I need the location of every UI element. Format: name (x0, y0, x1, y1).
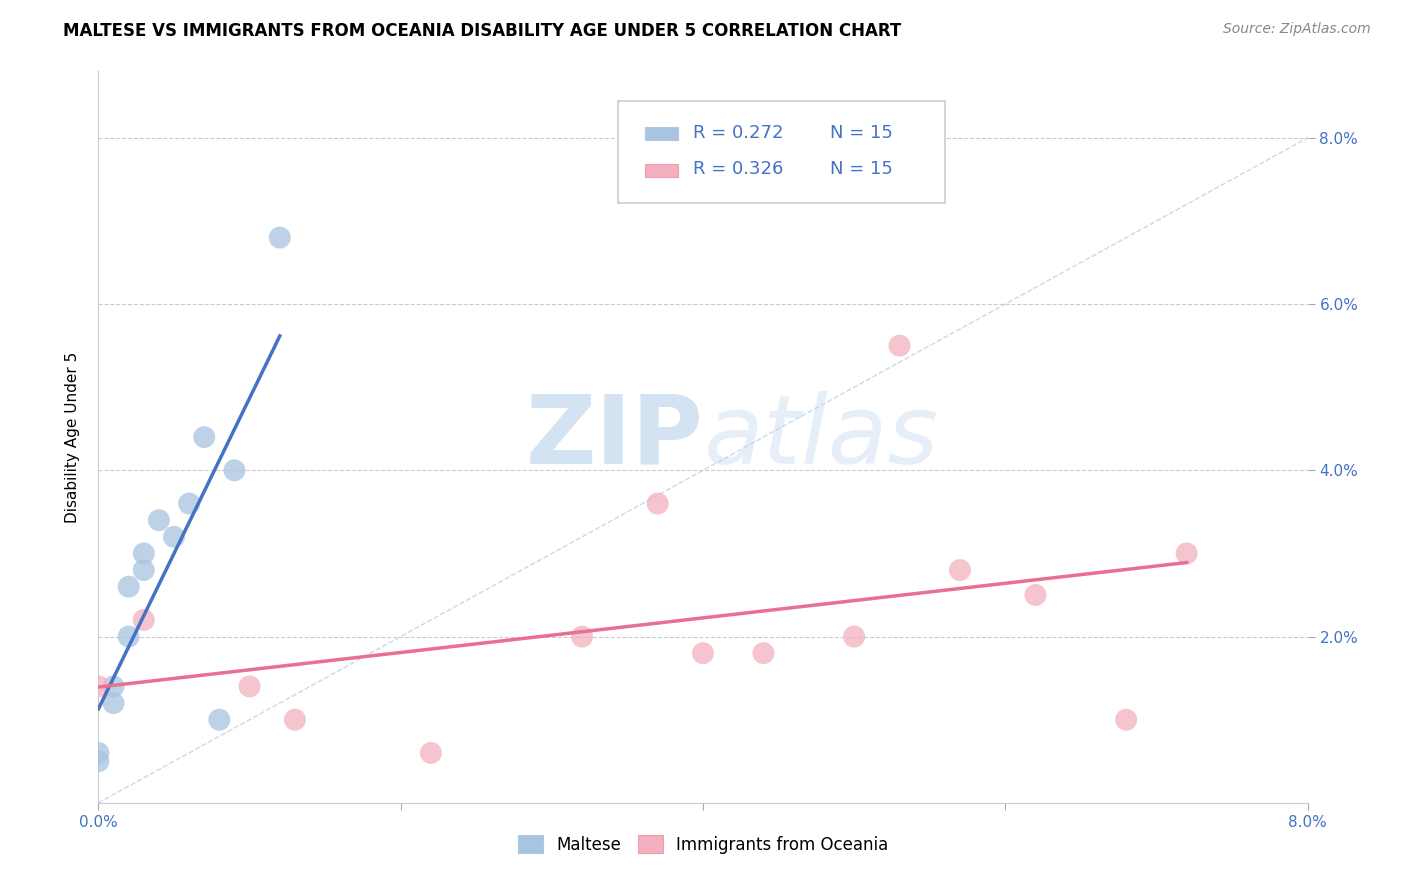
Text: N = 15: N = 15 (830, 124, 893, 142)
Point (224, 463, 246, 477)
Point (179, 497, 201, 511)
Point (132, 613, 155, 627)
Point (87, 746, 110, 760)
Point (889, 338, 911, 352)
Text: R = 0.272: R = 0.272 (693, 124, 783, 142)
Point (1175, 546, 1198, 560)
Point (239, 680, 262, 694)
Point (692, 646, 714, 660)
Y-axis label: Disability Age Under 5: Disability Age Under 5 (65, 351, 80, 523)
Point (87, 754, 110, 768)
Text: Source: ZipAtlas.com: Source: ZipAtlas.com (1223, 22, 1371, 37)
Point (132, 546, 155, 560)
Point (571, 630, 593, 644)
FancyBboxPatch shape (645, 127, 678, 140)
Text: N = 15: N = 15 (830, 160, 893, 178)
FancyBboxPatch shape (645, 163, 678, 177)
Point (844, 630, 866, 644)
Point (269, 230, 291, 244)
Point (949, 563, 972, 577)
Point (1025, 588, 1047, 602)
Point (193, 430, 215, 444)
Point (208, 713, 231, 727)
Point (103, 696, 125, 710)
Point (118, 580, 141, 594)
Text: atlas: atlas (703, 391, 938, 483)
Point (148, 513, 170, 527)
Point (103, 680, 125, 694)
Point (420, 746, 443, 760)
Point (752, 646, 775, 660)
FancyBboxPatch shape (619, 101, 945, 203)
Text: R = 0.326: R = 0.326 (693, 160, 783, 178)
Text: MALTESE VS IMMIGRANTS FROM OCEANIA DISABILITY AGE UNDER 5 CORRELATION CHART: MALTESE VS IMMIGRANTS FROM OCEANIA DISAB… (63, 22, 901, 40)
Text: ZIP: ZIP (524, 391, 703, 483)
Point (163, 530, 186, 544)
Point (87, 680, 110, 694)
Point (284, 713, 307, 727)
Point (647, 497, 669, 511)
Point (132, 563, 155, 577)
Point (1115, 713, 1137, 727)
Point (118, 630, 141, 644)
Legend: Maltese, Immigrants from Oceania: Maltese, Immigrants from Oceania (512, 829, 894, 860)
